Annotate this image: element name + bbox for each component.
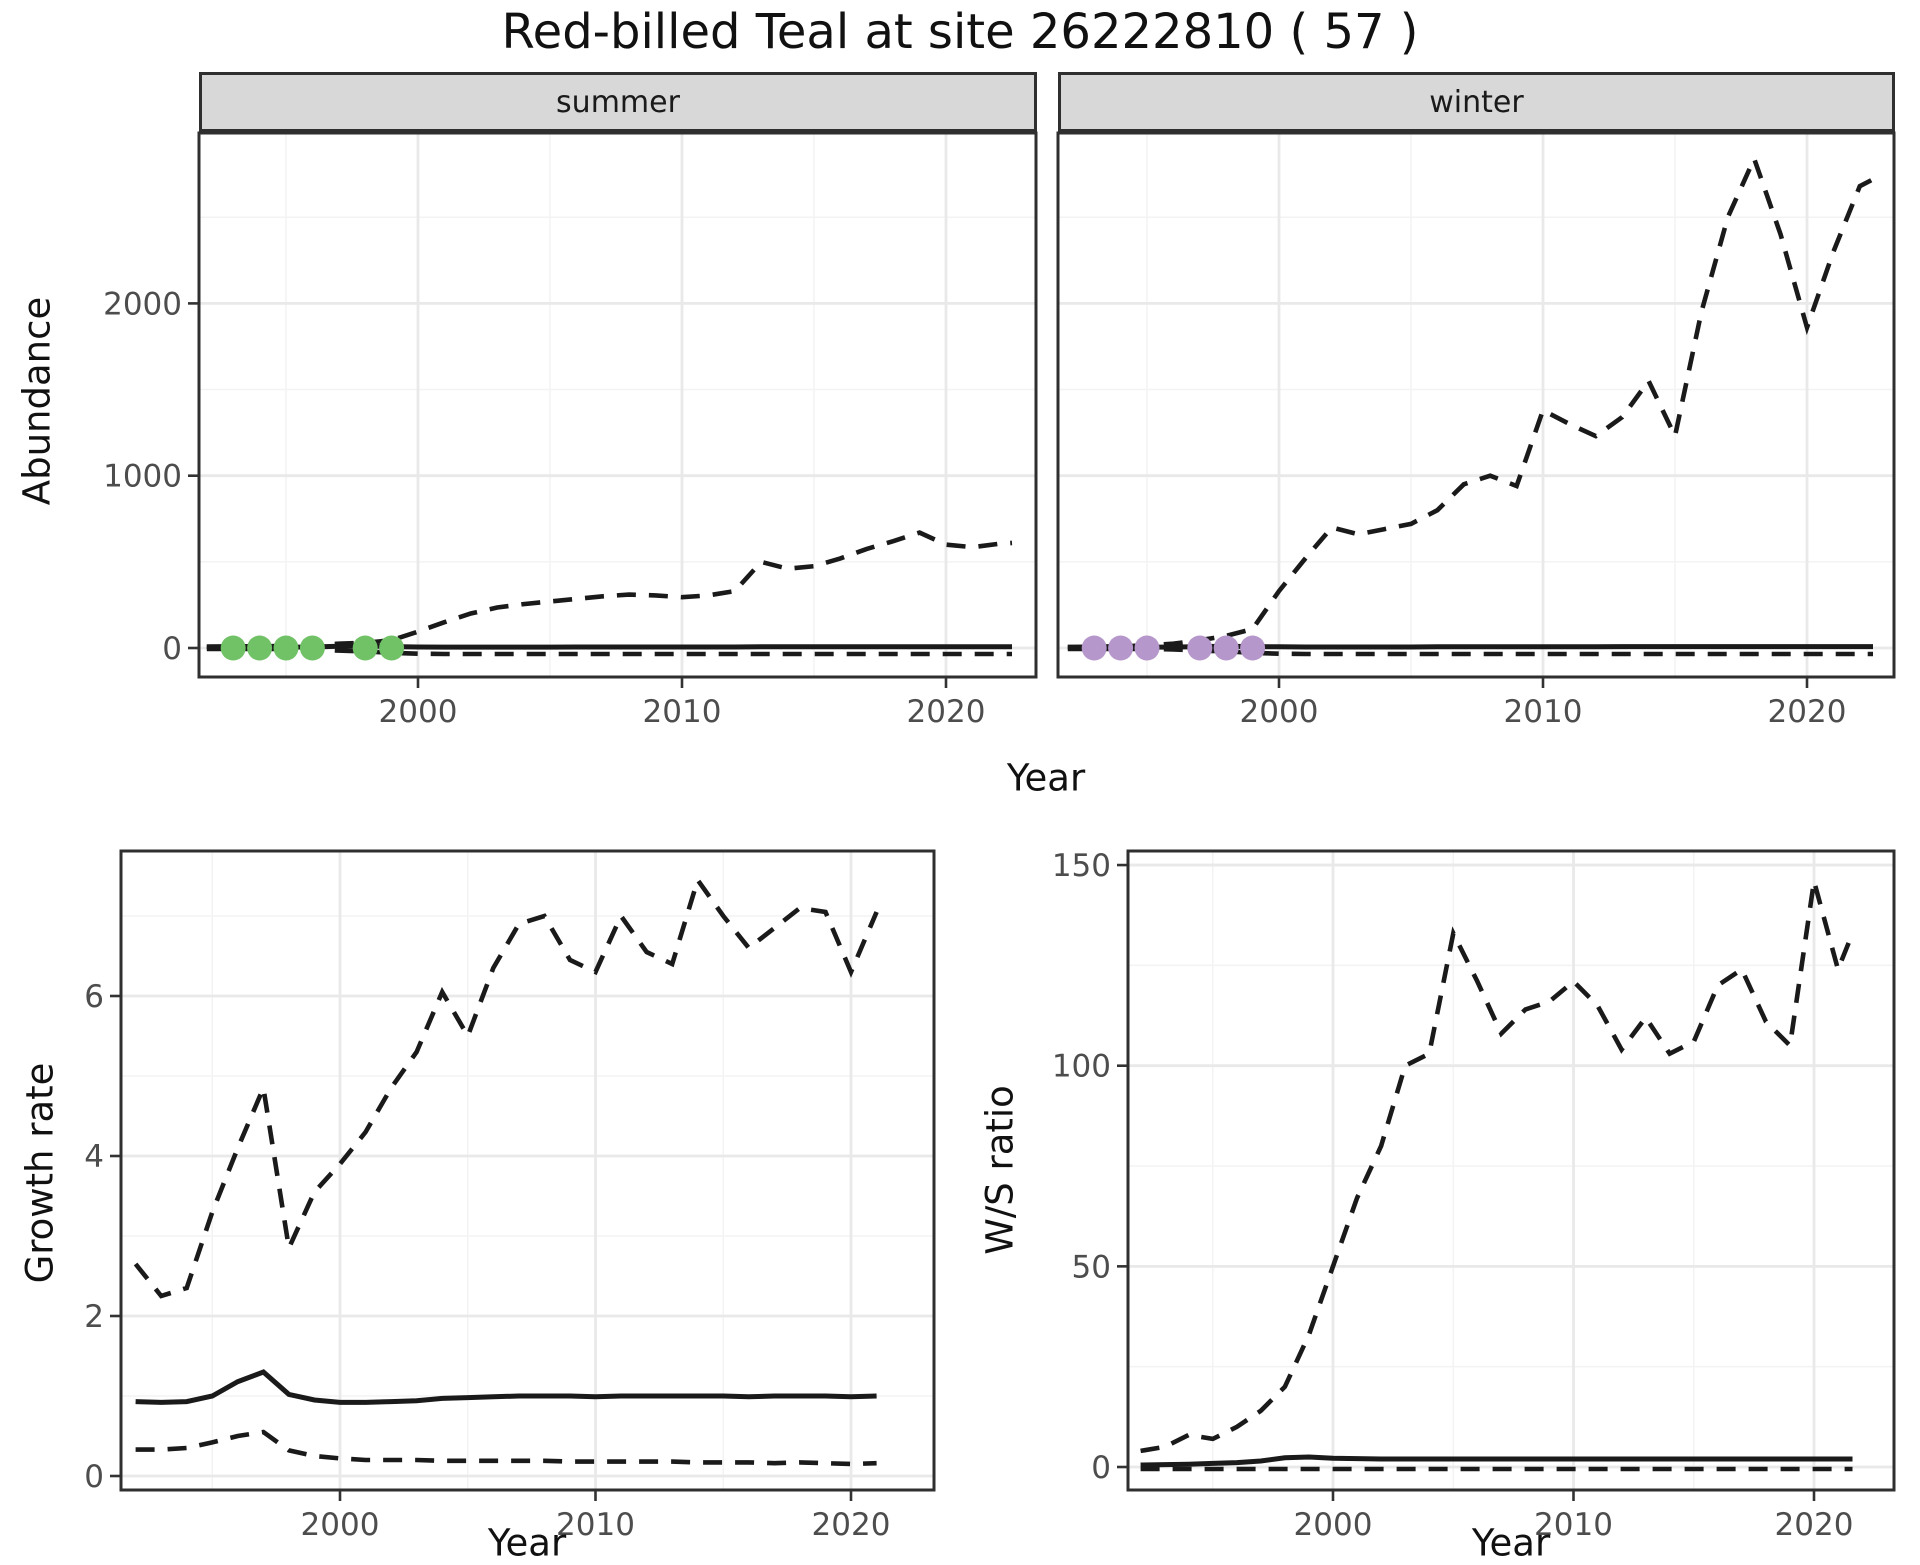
axis-title-year-growth: Year [487,1521,567,1565]
facet-strip-summer: summer [199,72,1037,132]
abundance-winter-observed-point [1213,635,1239,661]
abundance-summer-observed-point [299,635,325,661]
ws-ratio-fit-line [1140,1454,1853,1468]
x-tick-label: 2010 [556,1507,635,1543]
axis-title-growth-rate: Growth rate [18,1062,62,1284]
y-tick-label: 0 [1091,1450,1111,1486]
abundance-summer-lower-ci-line [206,646,1012,657]
axis-title-year-ws: Year [1471,1521,1551,1565]
abundance-winter-observed-point [1108,635,1134,661]
x-tick-label: 2020 [907,694,986,730]
x-tick-label: 2000 [301,1507,380,1543]
x-tick-label: 2010 [1504,694,1583,730]
axis-title-ws-ratio: W/S ratio [978,1085,1022,1255]
x-tick-label: 2010 [643,694,722,730]
y-tick-label: 6 [84,979,104,1015]
y-tick-label: 50 [1072,1249,1111,1285]
abundance-summer-observed-point [220,635,246,661]
y-tick-label: 4 [84,1139,104,1175]
abundance-winter-observed-point [1134,635,1160,661]
abundance-summer-observed-point [352,635,378,661]
growth-rate-upper-ci-line [133,874,879,1299]
abundance-summer-observed-point [273,635,299,661]
x-tick-label: 2000 [379,694,458,730]
abundance-summer-fit-line [206,643,1012,650]
x-tick-label: 2020 [812,1507,891,1543]
panel-ws-ratio: 2000 2010 2020 0 50 100 150 [1052,848,1896,1543]
growth-rate-fit-line [135,1369,877,1405]
y-tick-label: 2 [84,1299,104,1335]
facet-strip-summer-label: summer [556,84,680,120]
abundance-winter-upper-ci-line [1067,152,1875,650]
y-tick-label: 0 [84,1459,104,1495]
abundance-winter-observed-point [1081,635,1107,661]
x-tick-label: 2000 [1240,694,1319,730]
abundance-summer-upper-ci-line [206,530,1013,649]
panel-growth-rate: 2000 2010 2020 0 2 4 6 [84,849,936,1543]
panel-abundance-winter: 2000 2010 2020 [1056,131,1896,730]
x-tick-label: 2020 [1775,1507,1854,1543]
x-tick-label: 2000 [1294,1507,1373,1543]
facet-strip-winter-label: winter [1429,84,1524,120]
axis-title-year-top: Year [1006,756,1086,800]
y-tick-label: 0 [162,631,182,667]
axis-title-abundance: Abundance [15,296,59,506]
y-tick-label: 100 [1052,1049,1111,1085]
facet-strip-winter: winter [1058,72,1895,132]
growth-rate-lower-ci-line [135,1429,877,1467]
abundance-summer-observed-point [247,635,273,661]
y-tick-label: 1000 [103,459,182,495]
x-tick-label: 2020 [1768,694,1847,730]
y-tick-label: 150 [1052,848,1111,884]
y-tick-label: 2000 [103,286,182,322]
abundance-winter-observed-point [1187,635,1213,661]
panel-abundance-summer: 2000 2010 2020 0 1000 2000 [103,131,1038,730]
ws-ratio-upper-ci-line [1140,880,1855,1454]
abundance-winter-observed-point [1240,635,1266,661]
abundance-summer-observed-point [379,635,405,661]
x-tick-label: 2010 [1534,1507,1613,1543]
plot-title: Red-billed Teal at site 26222810 ( 57 ) [501,4,1419,60]
